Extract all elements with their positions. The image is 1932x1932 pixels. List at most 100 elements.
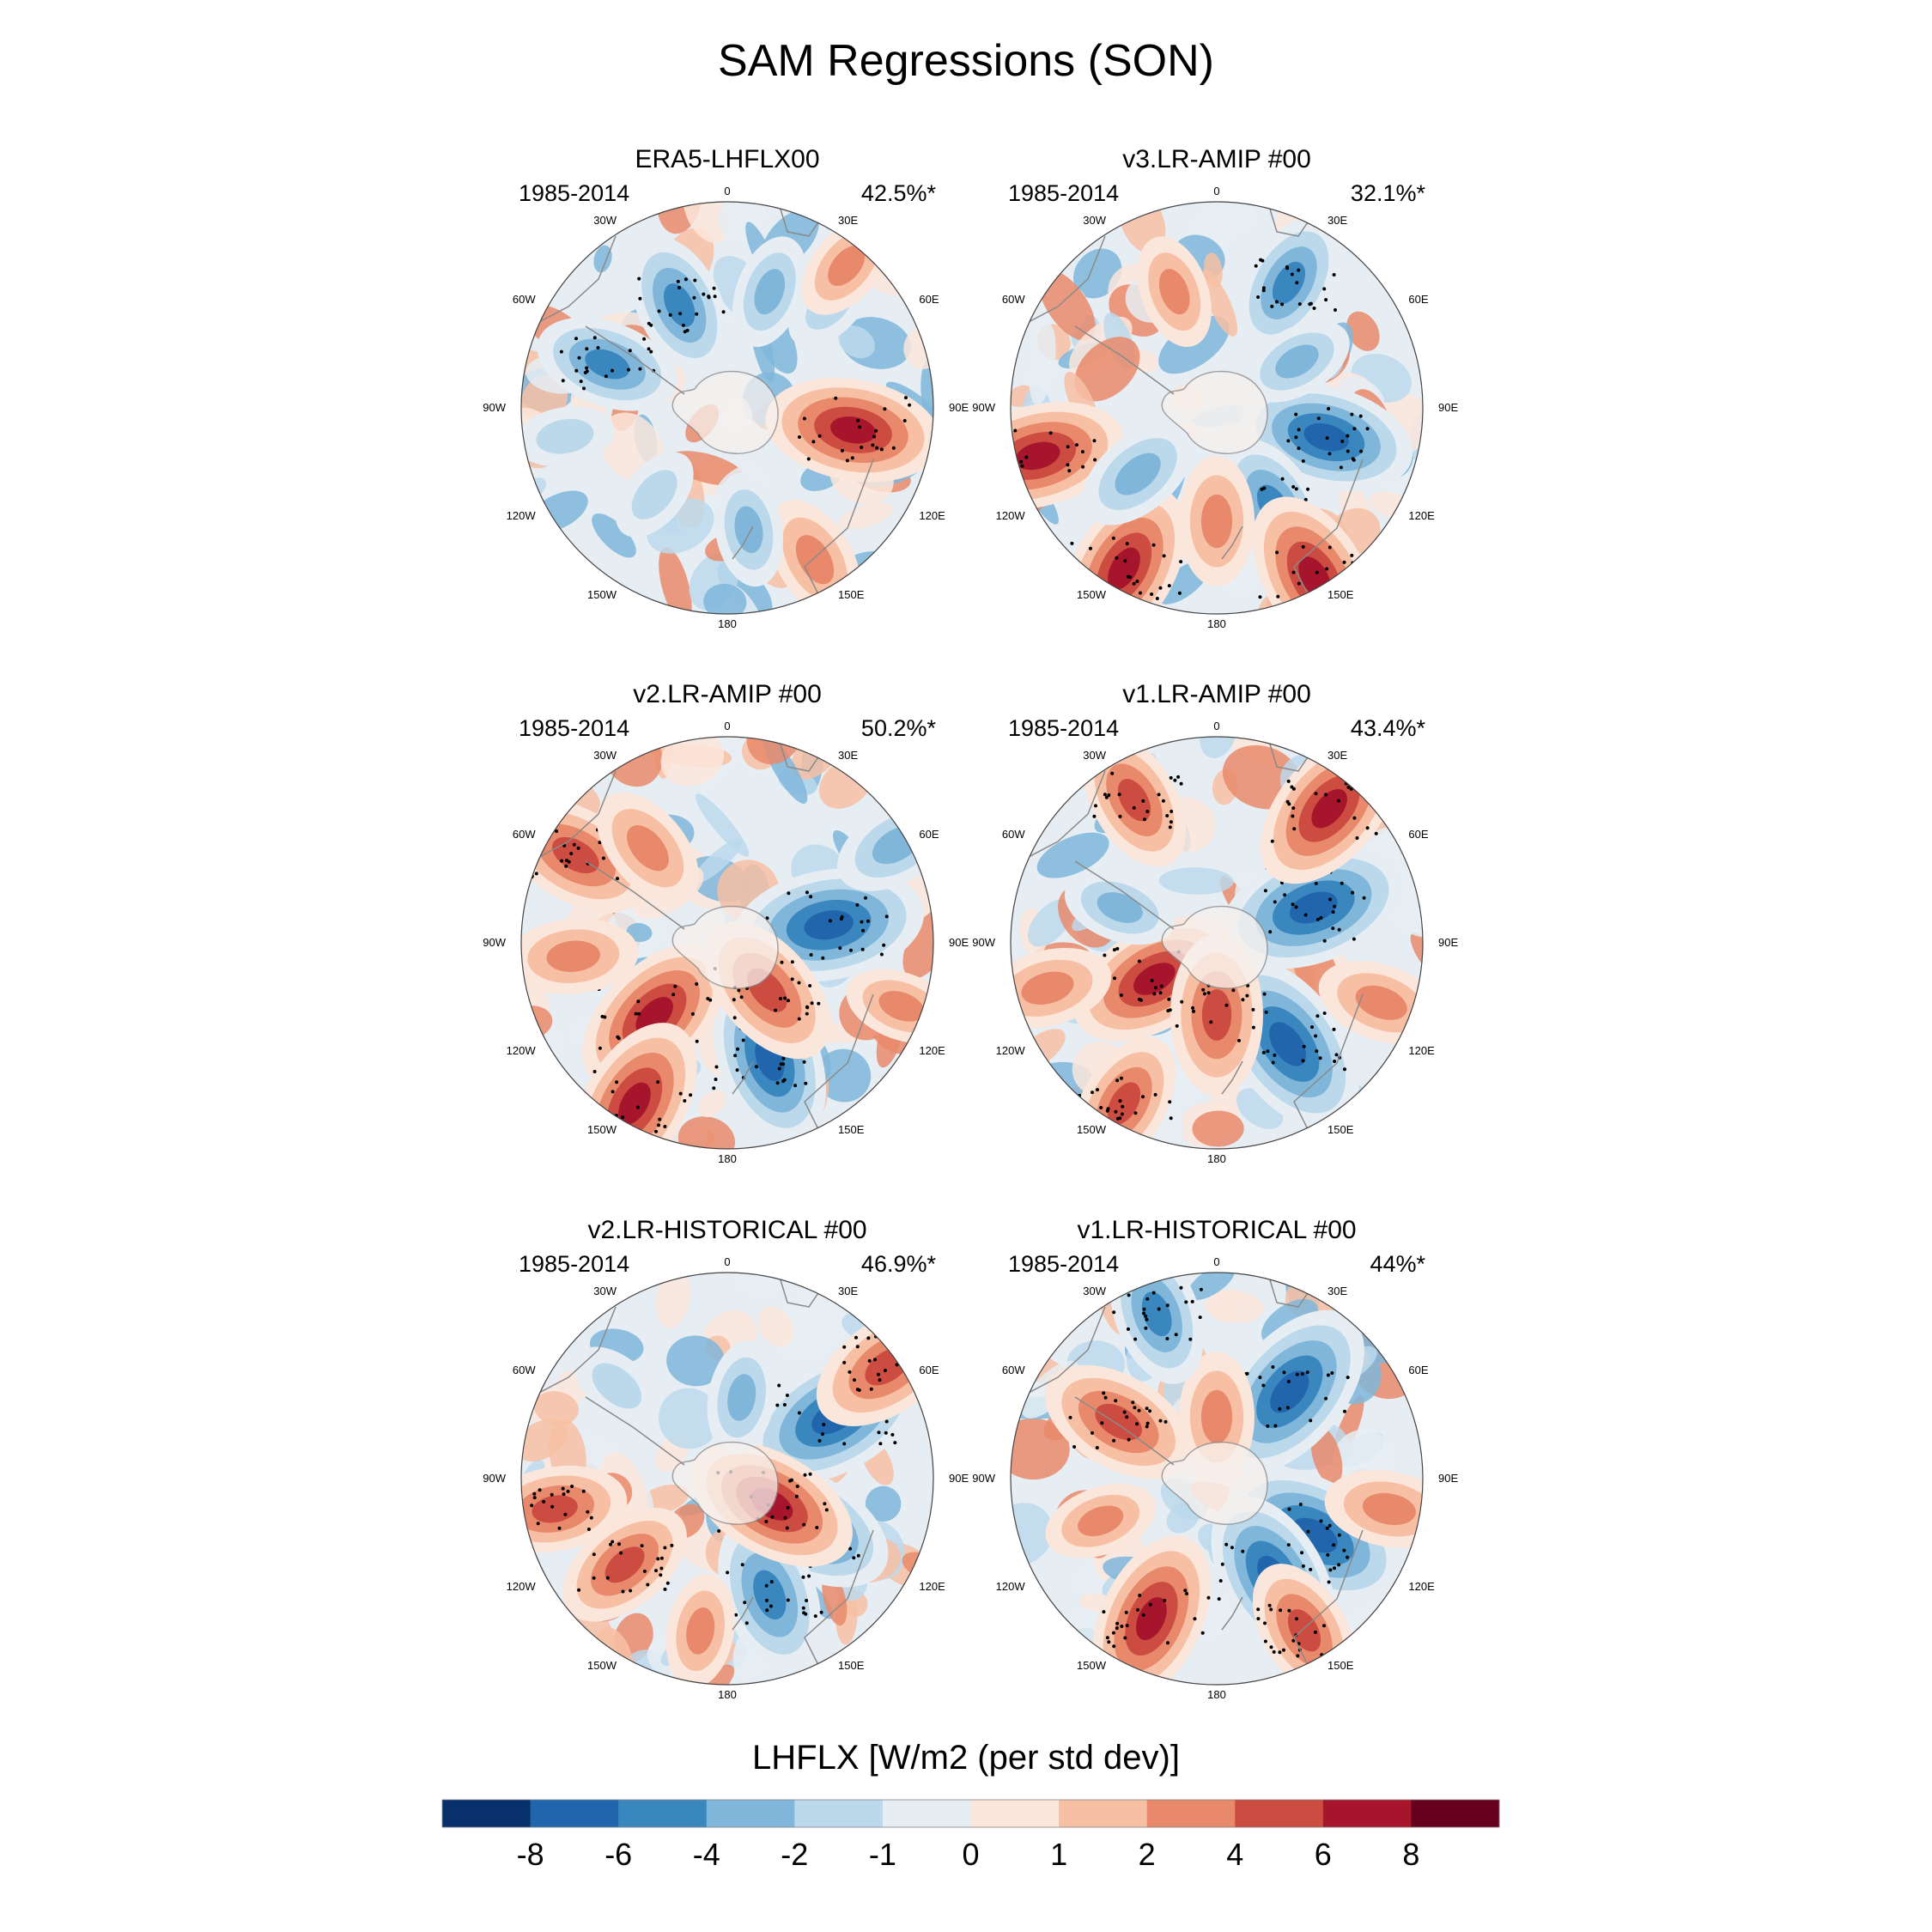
map-panel: 0 30E 60E 90E 120E 150E 180 150W 120W 90W 60W 30W v2… (483, 1216, 969, 1701)
field-patch (693, 838, 743, 884)
significance-dot (824, 1508, 829, 1512)
significance-dot (735, 1068, 739, 1072)
significance-dot (721, 310, 726, 314)
colorbar-tick: 1 (1050, 1837, 1067, 1872)
colorbar-swatch (794, 1800, 884, 1827)
significance-dot (867, 1358, 872, 1363)
significance-dot (854, 1335, 858, 1340)
significance-dot (1326, 1552, 1330, 1557)
significance-dot (1326, 1373, 1330, 1377)
significance-dot (1092, 439, 1097, 443)
colorbar-tick: 6 (1315, 1837, 1332, 1872)
significance-dot (754, 1065, 758, 1069)
significance-dot (774, 1008, 778, 1012)
colorbar-swatch (882, 1800, 971, 1827)
significance-dot (1107, 793, 1111, 797)
longitude-label: 60W (513, 828, 536, 841)
significance-dot (1104, 795, 1109, 799)
significance-dot (1024, 455, 1029, 459)
significance-dot (1230, 1546, 1234, 1550)
significance-dot (1120, 1076, 1123, 1080)
significance-dot (1351, 890, 1355, 895)
significance-dot (879, 447, 884, 452)
field-patch (776, 1291, 851, 1360)
significance-dot (1287, 605, 1291, 610)
significance-dot (1300, 1372, 1304, 1376)
anomaly-contour (1289, 891, 1338, 924)
significance-dot (1262, 486, 1267, 490)
australia-coastline (1293, 459, 1364, 602)
significance-dot (769, 1604, 773, 1608)
significance-dot (1297, 447, 1301, 451)
new-zealand-coastline (732, 1060, 754, 1095)
significance-dot (802, 1611, 806, 1615)
significance-dot (1145, 1421, 1150, 1425)
significance-dot (797, 1411, 801, 1415)
significance-dot (1330, 1371, 1334, 1375)
significance-dot (712, 1086, 716, 1091)
significance-dot (1158, 991, 1163, 995)
australia-coastline (1293, 1529, 1364, 1673)
significance-dot (1174, 1333, 1178, 1337)
significance-dot (1192, 1009, 1195, 1013)
significance-dot (744, 1621, 749, 1625)
field-patch (1036, 832, 1109, 878)
significance-dot (884, 914, 889, 919)
significance-dot (1165, 1303, 1170, 1308)
significance-dot (1309, 598, 1314, 603)
significance-dot (1099, 1106, 1103, 1109)
significance-dot (1176, 775, 1181, 779)
field-patch (1029, 323, 1056, 405)
longitude-label: 90W (483, 1472, 506, 1485)
significance-dot (1339, 465, 1343, 470)
significance-dot (884, 1431, 888, 1435)
longitude-label: 0 (724, 185, 730, 197)
field-patch (1410, 932, 1423, 975)
significance-dot (848, 1546, 853, 1551)
significance-dot (1282, 1648, 1285, 1652)
significance-dot (883, 407, 887, 411)
significance-dot (775, 1081, 780, 1085)
significance-dot (616, 877, 619, 881)
significance-dot (807, 1574, 811, 1578)
significance-dot (1154, 986, 1157, 990)
significance-dot (1184, 1300, 1188, 1304)
significance-dot (805, 1599, 809, 1602)
anomaly-contour (1355, 985, 1407, 1020)
significance-dot (627, 368, 630, 372)
anomaly-contour (830, 416, 876, 444)
significance-dot (790, 960, 794, 964)
significance-dot (1276, 594, 1280, 598)
significance-dot (1112, 948, 1116, 952)
significance-dot (1327, 545, 1332, 550)
significance-dot (681, 323, 685, 327)
longitude-label: 30W (593, 1285, 617, 1297)
significance-dot (1075, 443, 1078, 447)
significance-dot (603, 1015, 607, 1019)
significance-dot (690, 1012, 695, 1016)
anomaly-contour (1141, 1291, 1172, 1337)
significance-dot (1168, 1100, 1172, 1104)
significance-dot (856, 1553, 860, 1558)
significance-dot (1088, 581, 1091, 586)
significance-dot (1166, 1641, 1170, 1645)
significance-dot (1331, 910, 1335, 914)
significance-dot (1263, 1639, 1267, 1643)
significance-dot (561, 379, 565, 383)
anomaly-contour (585, 349, 630, 380)
significance-dot (779, 1062, 783, 1066)
significance-dot (783, 1516, 787, 1520)
longitude-label: 30W (1083, 749, 1106, 762)
significance-dot (838, 946, 842, 951)
significance-dot (853, 1378, 856, 1382)
significance-dot (828, 919, 832, 923)
anomaly-contour (1136, 1597, 1167, 1641)
significance-dot (1190, 1299, 1194, 1303)
significance-dot (1294, 487, 1298, 491)
significance-dot (562, 1492, 566, 1497)
significance-dot (1315, 1014, 1320, 1018)
significance-dot (695, 1039, 699, 1043)
south-america-coastline (522, 235, 617, 331)
significance-dot (1159, 984, 1163, 988)
significance-dot (1127, 1437, 1131, 1442)
